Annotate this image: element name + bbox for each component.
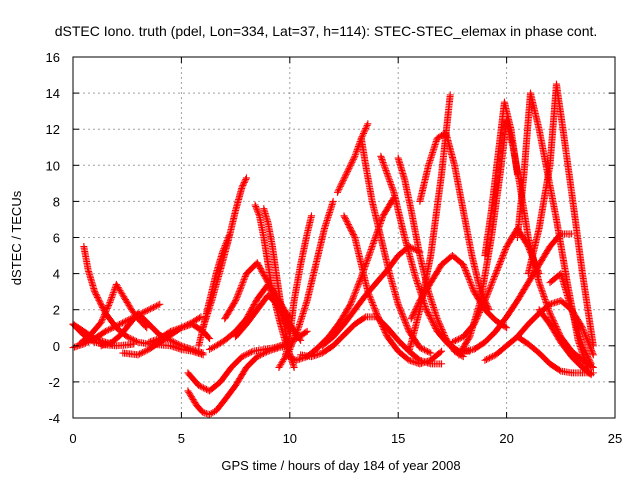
y-tick-label: 14 — [46, 86, 60, 101]
data-series — [503, 118, 597, 371]
data-point-markers — [513, 333, 597, 377]
data-point-markers — [416, 129, 493, 314]
data-point-markers — [286, 197, 337, 353]
data-point-markers — [145, 313, 205, 346]
data-points — [69, 80, 597, 418]
data-series — [513, 89, 593, 377]
data-point-markers — [513, 89, 593, 377]
data-series — [535, 306, 595, 379]
data-point-markers — [184, 342, 294, 418]
data-series — [455, 116, 511, 359]
data-point-markers — [546, 270, 595, 368]
chart-title: dSTEC Iono. truth (pdel, Lon=334, Lat=37… — [55, 23, 598, 39]
y-tick-label: 6 — [53, 231, 60, 246]
data-series — [145, 313, 205, 346]
data-point-markers — [251, 201, 294, 359]
data-series — [275, 212, 315, 371]
y-tick-label: 8 — [53, 194, 60, 209]
data-series — [524, 80, 597, 350]
y-tick-label: 2 — [53, 303, 60, 318]
data-series — [340, 212, 446, 368]
data-series — [251, 201, 294, 359]
x-axis-label: GPS time / hours of day 184 of year 2008 — [221, 458, 460, 473]
data-point-markers — [297, 313, 446, 368]
data-series — [416, 129, 493, 314]
data-series — [184, 342, 294, 418]
y-axis-label: dSTEC / TECUs — [9, 190, 24, 285]
y-tick-label: 12 — [46, 122, 60, 137]
data-point-markers — [340, 212, 446, 368]
data-point-markers — [199, 174, 250, 332]
x-tick-label: 15 — [391, 431, 405, 446]
data-point-markers — [503, 118, 597, 371]
axis-ticks: 0 5 10 15 20 25 -4 -2 0 2 4 6 8 10 12 14 16 — [46, 50, 623, 446]
data-series — [199, 174, 250, 332]
y-tick-label: -2 — [48, 375, 60, 390]
data-point-markers — [535, 306, 595, 379]
data-series — [513, 333, 597, 377]
data-series — [546, 270, 595, 368]
x-tick-label: 20 — [499, 431, 513, 446]
y-tick-label: -4 — [48, 411, 60, 426]
y-tick-label: 16 — [46, 50, 60, 65]
x-tick-label: 0 — [69, 431, 76, 446]
x-tick-label: 25 — [608, 431, 622, 446]
data-point-markers — [524, 80, 597, 350]
y-tick-label: 0 — [53, 339, 60, 354]
data-series — [286, 197, 337, 353]
y-tick-label: 4 — [53, 267, 60, 282]
data-series — [357, 134, 435, 357]
data-point-markers — [275, 212, 315, 371]
data-series — [297, 313, 446, 368]
data-point-markers — [357, 134, 435, 357]
y-tick-label: 10 — [46, 158, 60, 173]
data-point-markers — [455, 116, 511, 359]
x-tick-label: 5 — [178, 431, 185, 446]
x-tick-label: 10 — [283, 431, 297, 446]
